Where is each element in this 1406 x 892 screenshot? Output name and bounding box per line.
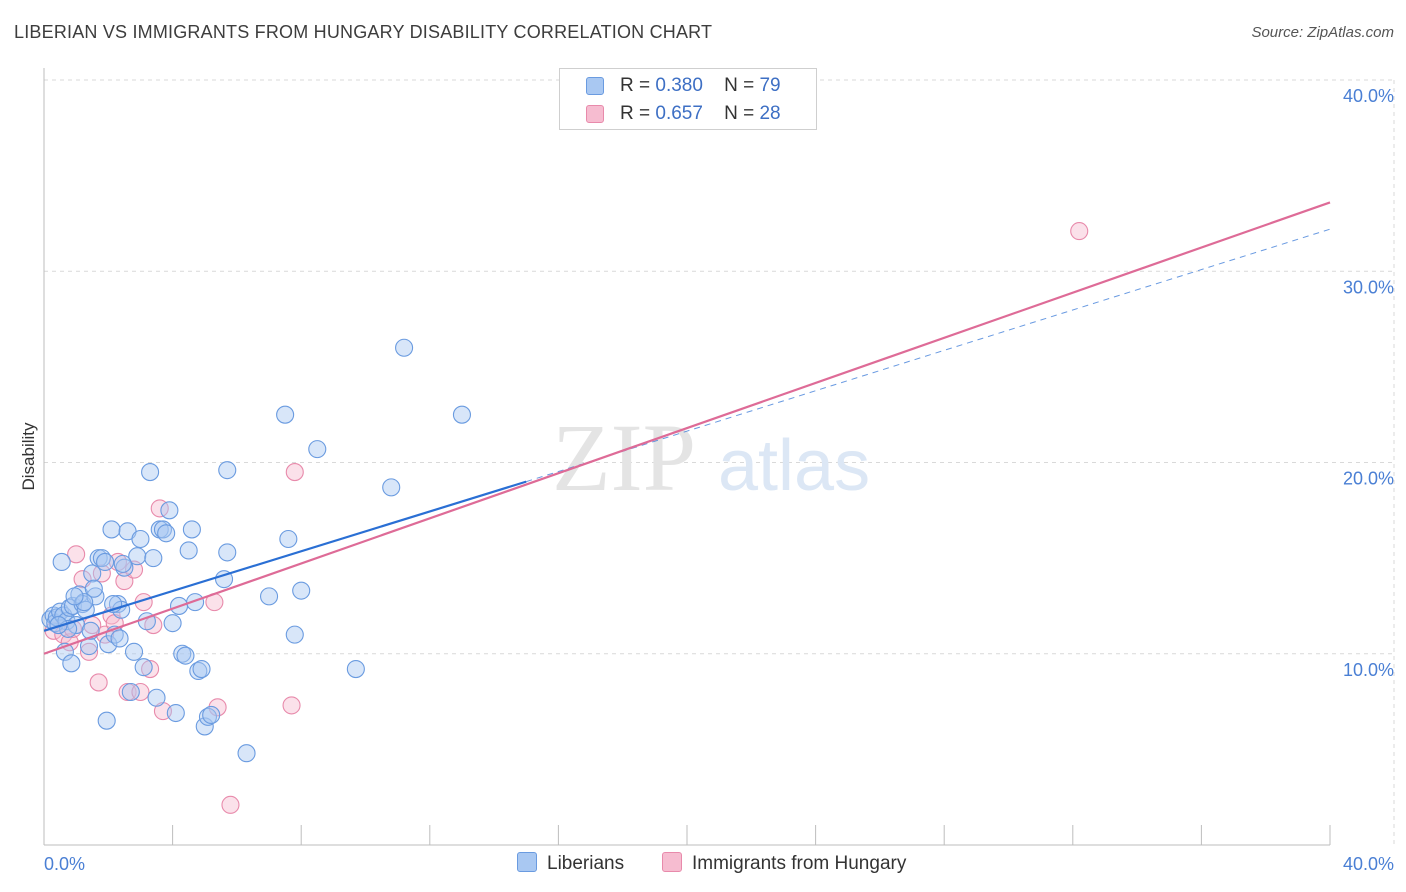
legend-n-value: 28 <box>759 103 781 124</box>
liberians-point <box>157 524 176 543</box>
liberians-point <box>131 529 150 549</box>
liberians-point <box>160 501 179 520</box>
liberians-point <box>218 461 237 480</box>
hungary-point <box>221 795 240 814</box>
legend-r-label: R = <box>620 75 651 96</box>
liberians-point <box>259 587 279 606</box>
liberians-point <box>134 658 153 677</box>
liberians-point <box>83 564 102 583</box>
axis-labels: 10.0% 20.0% 30.0% 40.0% 0.0% 40.0% Disability <box>19 86 1394 874</box>
hungary-trend-line <box>43 201 1331 655</box>
liberians-trend-extension <box>526 228 1331 483</box>
hungary-point <box>141 659 160 679</box>
liberians-point <box>62 654 81 673</box>
liberians-point <box>96 552 115 572</box>
liberians-point <box>192 659 211 679</box>
bottom-legend-liberians: Liberians <box>517 852 624 875</box>
y-tick-label: 10.0% <box>1343 660 1394 680</box>
liberians-point <box>124 642 144 661</box>
liberians-point <box>382 478 401 497</box>
liberians-point <box>308 440 327 459</box>
liberians-point <box>99 635 118 654</box>
x-tick-label-left: 0.0% <box>44 854 85 874</box>
y-axis-label: Disability <box>19 422 38 491</box>
bottom-legend-label: Liberians <box>547 853 625 874</box>
legend-r-value: 0.657 <box>655 103 703 124</box>
liberians-point <box>285 625 304 644</box>
legend-r-label: R = <box>620 103 651 124</box>
liberians-point <box>395 338 414 357</box>
liberians-point <box>65 587 84 606</box>
trend-lines <box>43 201 1331 655</box>
liberians-point <box>102 520 121 539</box>
liberians-point <box>163 614 182 633</box>
chart-title: LIBERIAN VS IMMIGRANTS FROM HUNGARY DISA… <box>14 22 713 42</box>
legend-swatch-blue <box>586 77 604 95</box>
liberians-point <box>186 593 205 612</box>
liberians-point <box>276 405 295 424</box>
hungary-point <box>208 698 227 717</box>
liberians-point <box>346 659 365 679</box>
legend-n-label: N = <box>724 75 755 96</box>
series-liberians <box>41 338 472 763</box>
liberians-point <box>86 587 105 606</box>
hungary-point <box>92 564 111 583</box>
x-tick-label-right: 40.0% <box>1343 854 1394 874</box>
liberians-point <box>113 554 132 573</box>
bottom-legend-swatch-pink <box>662 852 682 872</box>
liberians-point <box>75 593 94 612</box>
liberians-point <box>195 717 214 736</box>
legend-n-label: N = <box>724 103 755 124</box>
bottom-legend-hungary: Immigrants from Hungary <box>662 852 906 875</box>
bottom-legend-label: Immigrants from Hungary <box>692 853 907 874</box>
watermark-zip: ZIP <box>552 404 696 511</box>
legend-swatch-pink <box>586 105 604 123</box>
liberians-point <box>173 644 192 663</box>
liberians-point <box>141 463 160 482</box>
y-tick-label: 20.0% <box>1343 469 1394 489</box>
hungary-point <box>282 696 301 715</box>
liberians-point <box>49 616 68 635</box>
legend-n-value: 79 <box>759 75 781 96</box>
hungary-point <box>67 545 86 564</box>
bottom-legend-swatch-blue <box>517 852 537 872</box>
source-credit: Source: ZipAtlas.com <box>1251 24 1394 41</box>
y-tick-label: 30.0% <box>1343 277 1394 297</box>
liberians-point <box>110 629 129 648</box>
axes-layer <box>43 68 1331 846</box>
liberians-point <box>52 552 71 572</box>
liberians-point <box>144 549 163 568</box>
liberians-point <box>147 688 166 707</box>
liberians-point <box>84 579 103 598</box>
liberians-point <box>218 543 237 562</box>
hungary-point <box>1070 222 1089 241</box>
series-immigrants-from-hungary <box>44 222 1089 814</box>
liberians-point <box>189 661 208 681</box>
liberians-point <box>202 705 221 725</box>
watermark: ZIP atlas <box>552 404 870 511</box>
liberians-point <box>128 547 147 566</box>
liberians-point <box>176 646 195 665</box>
liberians-point <box>452 405 472 424</box>
liberians-point <box>121 682 140 702</box>
y-tick-label: 40.0% <box>1343 86 1394 106</box>
legend-box: R = 0.380 N = 79 R = 0.657 N = 28 <box>559 68 817 130</box>
liberians-point <box>279 529 298 549</box>
hungary-point <box>285 463 304 482</box>
liberians-point <box>97 711 116 730</box>
hungary-point <box>79 642 99 661</box>
hungary-point <box>89 673 108 692</box>
liberians-point <box>198 707 218 726</box>
liberians-point <box>179 541 198 560</box>
liberians-point <box>166 703 185 723</box>
hungary-point <box>131 682 150 702</box>
liberians-point <box>182 520 201 539</box>
legend-r-value: 0.380 <box>655 75 703 96</box>
liberians-point <box>237 744 256 763</box>
watermark-atlas: atlas <box>718 426 870 506</box>
liberians-point <box>292 581 311 600</box>
liberians-trend-line <box>43 480 527 632</box>
